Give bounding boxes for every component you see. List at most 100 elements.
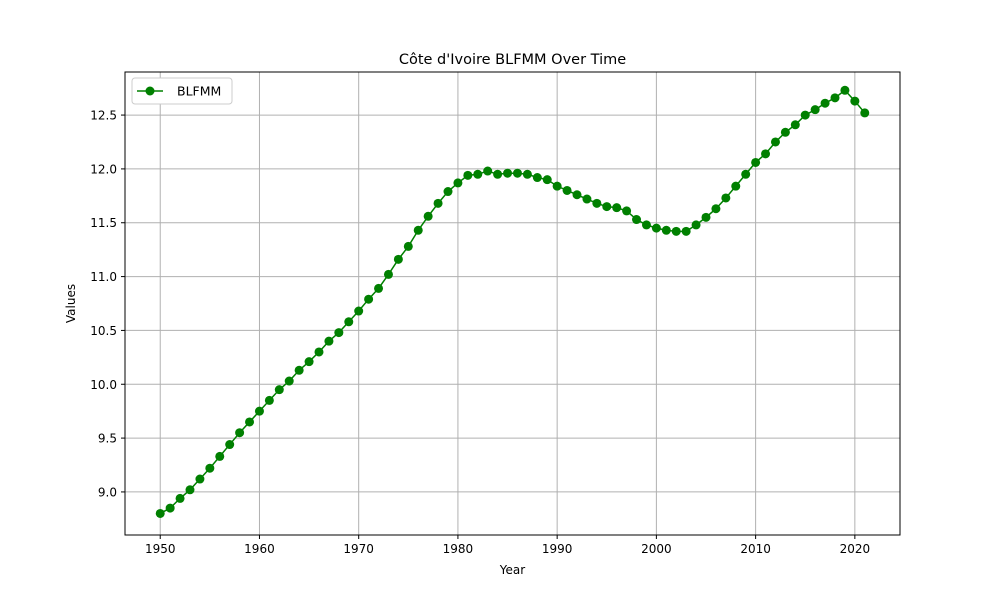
legend-entry-blfmm: BLFMM [177, 84, 221, 99]
data-point [671, 226, 681, 236]
y-axis-label: Values [64, 284, 78, 323]
data-point [294, 365, 304, 375]
chart-title: Côte d'Ivoire BLFMM Over Time [399, 52, 626, 68]
data-point [562, 185, 572, 195]
x-tick-label: 1970 [343, 542, 374, 556]
data-point [592, 198, 602, 208]
data-point [820, 98, 830, 108]
x-tick-label: 1950 [145, 542, 176, 556]
data-point [453, 178, 463, 188]
data-point [641, 220, 651, 230]
data-point [245, 417, 255, 427]
y-tick-label: 9.0 [98, 485, 117, 499]
data-point [860, 108, 870, 118]
data-point [691, 220, 701, 230]
data-point [850, 96, 860, 106]
series-layer [155, 85, 870, 518]
data-point [632, 215, 642, 225]
data-point [522, 169, 532, 179]
data-point [552, 181, 562, 191]
data-point [493, 169, 503, 179]
data-point [542, 175, 552, 185]
data-point [790, 120, 800, 130]
data-point [334, 328, 344, 338]
data-point [364, 294, 374, 304]
data-point [383, 269, 393, 279]
grid [125, 72, 900, 535]
data-point [443, 187, 453, 197]
data-point [612, 203, 622, 213]
plot-frame [124, 71, 901, 536]
legend-box [131, 77, 233, 105]
x-axis-label: Year [499, 563, 525, 577]
data-point [354, 306, 364, 316]
data-point [374, 283, 384, 293]
data-point [483, 166, 493, 176]
data-point [324, 336, 334, 346]
data-point [235, 428, 245, 438]
data-point [751, 157, 761, 167]
data-point [661, 225, 671, 235]
data-point [314, 347, 324, 357]
data-point [254, 406, 264, 416]
data-point [284, 376, 294, 386]
data-point [225, 440, 235, 450]
data-point [423, 211, 433, 221]
y-tick-label: 12.5 [90, 109, 117, 123]
data-point [622, 206, 632, 216]
data-point [463, 170, 473, 180]
data-point [413, 225, 423, 235]
x-tick-label: 2000 [641, 542, 672, 556]
data-point [711, 204, 721, 214]
data-point [721, 193, 731, 203]
data-point [800, 110, 810, 120]
data-point [344, 317, 354, 327]
data-point [761, 149, 771, 159]
data-point [274, 385, 284, 395]
data-point [741, 169, 751, 179]
data-point [512, 168, 522, 178]
y-tick-label: 11.5 [90, 216, 117, 230]
x-tick-label: 1980 [443, 542, 474, 556]
data-point [185, 485, 195, 495]
data-point [602, 202, 612, 212]
y-tick-label: 12.0 [90, 162, 117, 176]
data-point [165, 503, 175, 513]
y-tick-label: 10.0 [90, 378, 117, 392]
axes: 1950 1960 1970 1980 1990 2000 2010 2020 9.0 9.5 10… [90, 109, 870, 556]
data-point [503, 168, 513, 178]
x-tick-label: 2020 [840, 542, 871, 556]
data-point [840, 85, 850, 95]
x-tick-label: 1990 [542, 542, 573, 556]
data-point [651, 223, 661, 233]
data-point [433, 198, 443, 208]
data-point [473, 169, 483, 179]
data-point [582, 194, 592, 204]
data-point [304, 357, 314, 367]
x-tick-label: 2010 [740, 542, 771, 556]
y-tick-label: 9.5 [98, 432, 117, 446]
data-point [731, 181, 741, 191]
y-tick-label: 11.0 [90, 270, 117, 284]
data-point [215, 451, 225, 461]
data-point [532, 173, 542, 183]
data-point [701, 212, 711, 222]
data-point [810, 105, 820, 115]
data-point [681, 226, 691, 236]
data-point [572, 190, 582, 200]
data-point [155, 508, 165, 518]
data-point [205, 463, 215, 473]
data-point [780, 127, 790, 137]
data-point [264, 395, 274, 405]
data-point [403, 241, 413, 251]
legend: BLFMM [131, 77, 233, 105]
y-tick-label: 10.5 [90, 324, 117, 338]
data-point [770, 137, 780, 147]
data-point [830, 93, 840, 103]
legend-marker-sample [145, 86, 155, 96]
data-point [175, 493, 185, 503]
data-point [195, 474, 205, 484]
data-point [393, 254, 403, 264]
x-tick-label: 1960 [244, 542, 275, 556]
